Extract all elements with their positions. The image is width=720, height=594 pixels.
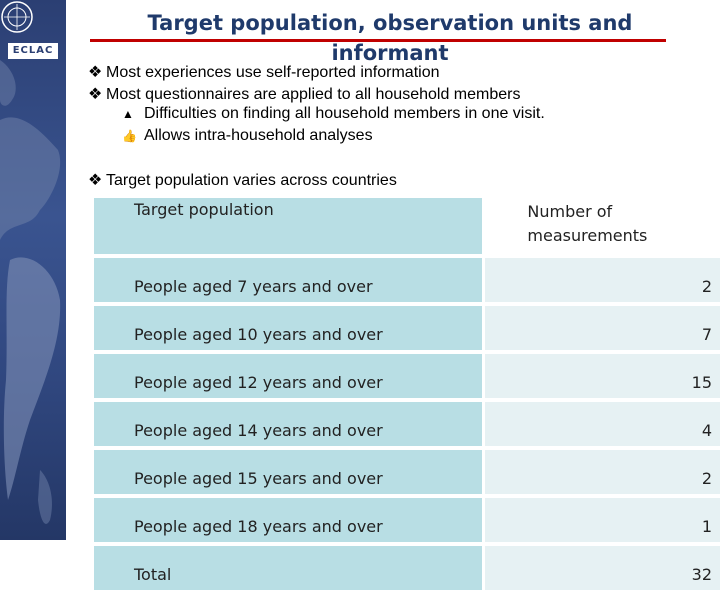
world-map-graphic — [0, 60, 61, 524]
row-label: People aged 7 years and over — [94, 258, 482, 302]
diamond-bullet-icon: ❖ — [88, 64, 103, 81]
thumbs-up-icon: 👍 — [122, 129, 137, 143]
table-row: People aged 12 years and over 15 — [94, 354, 720, 398]
bullet-text: Target population varies across countrie… — [106, 172, 397, 189]
sub-bullet-item: ▲ Difficulties on finding all household m… — [122, 105, 545, 123]
bullet-item: ❖ Most questionnaires are applied to all … — [88, 84, 520, 104]
diamond-bullet-icon: ❖ — [88, 172, 103, 189]
row-label: People aged 18 years and over — [94, 498, 482, 542]
row-value: 4 — [485, 402, 720, 446]
warning-icon: ▲ — [122, 107, 134, 121]
sub-bullet-item: 👍 Allows intra-household analyses — [122, 127, 373, 145]
table-row: People aged 10 years and over 7 — [94, 306, 720, 350]
eclac-logo: ECLAC — [8, 43, 58, 59]
row-value: 2 — [485, 258, 720, 302]
target-population-table: Target population Number of measurements… — [94, 194, 720, 594]
sub-bullet-text: Difficulties on finding all household me… — [144, 105, 545, 122]
row-label: People aged 12 years and over — [94, 354, 482, 398]
row-label: People aged 10 years and over — [94, 306, 482, 350]
row-value: 15 — [485, 354, 720, 398]
column-header-target-population: Target population — [94, 198, 482, 254]
row-label: People aged 14 years and over — [94, 402, 482, 446]
table-row: People aged 14 years and over 4 — [94, 402, 720, 446]
table-row: People aged 15 years and over 2 — [94, 450, 720, 494]
row-value: 2 — [485, 450, 720, 494]
sub-bullet-text: Allows intra-household analyses — [144, 127, 373, 144]
row-value: 1 — [485, 498, 720, 542]
un-emblem-icon — [1, 1, 33, 33]
title-underline — [90, 39, 666, 42]
bullet-text: Most questionnaires are applied to all h… — [106, 86, 521, 103]
bullet-item: ❖ Most experiences use self-reported info… — [88, 62, 440, 82]
sidebar-map: ECLAC — [0, 0, 66, 540]
bullet-item: ❖ Target population varies across countri… — [88, 170, 397, 190]
table-row: People aged 18 years and over 1 — [94, 498, 720, 542]
bullet-text: Most experiences use self-reported infor… — [106, 64, 440, 81]
table-row: People aged 7 years and over 2 — [94, 258, 720, 302]
total-value: 32 — [485, 546, 720, 590]
row-label: People aged 15 years and over — [94, 450, 482, 494]
column-header-number-of-measurements: Number of measurements — [485, 198, 720, 254]
total-label: Total — [94, 546, 482, 590]
row-value: 7 — [485, 306, 720, 350]
table-header-row: Target population Number of measurements — [94, 198, 720, 254]
diamond-bullet-icon: ❖ — [88, 86, 103, 103]
table-total-row: Total 32 — [94, 546, 720, 590]
page-title: Target population, observation units and… — [147, 11, 633, 65]
